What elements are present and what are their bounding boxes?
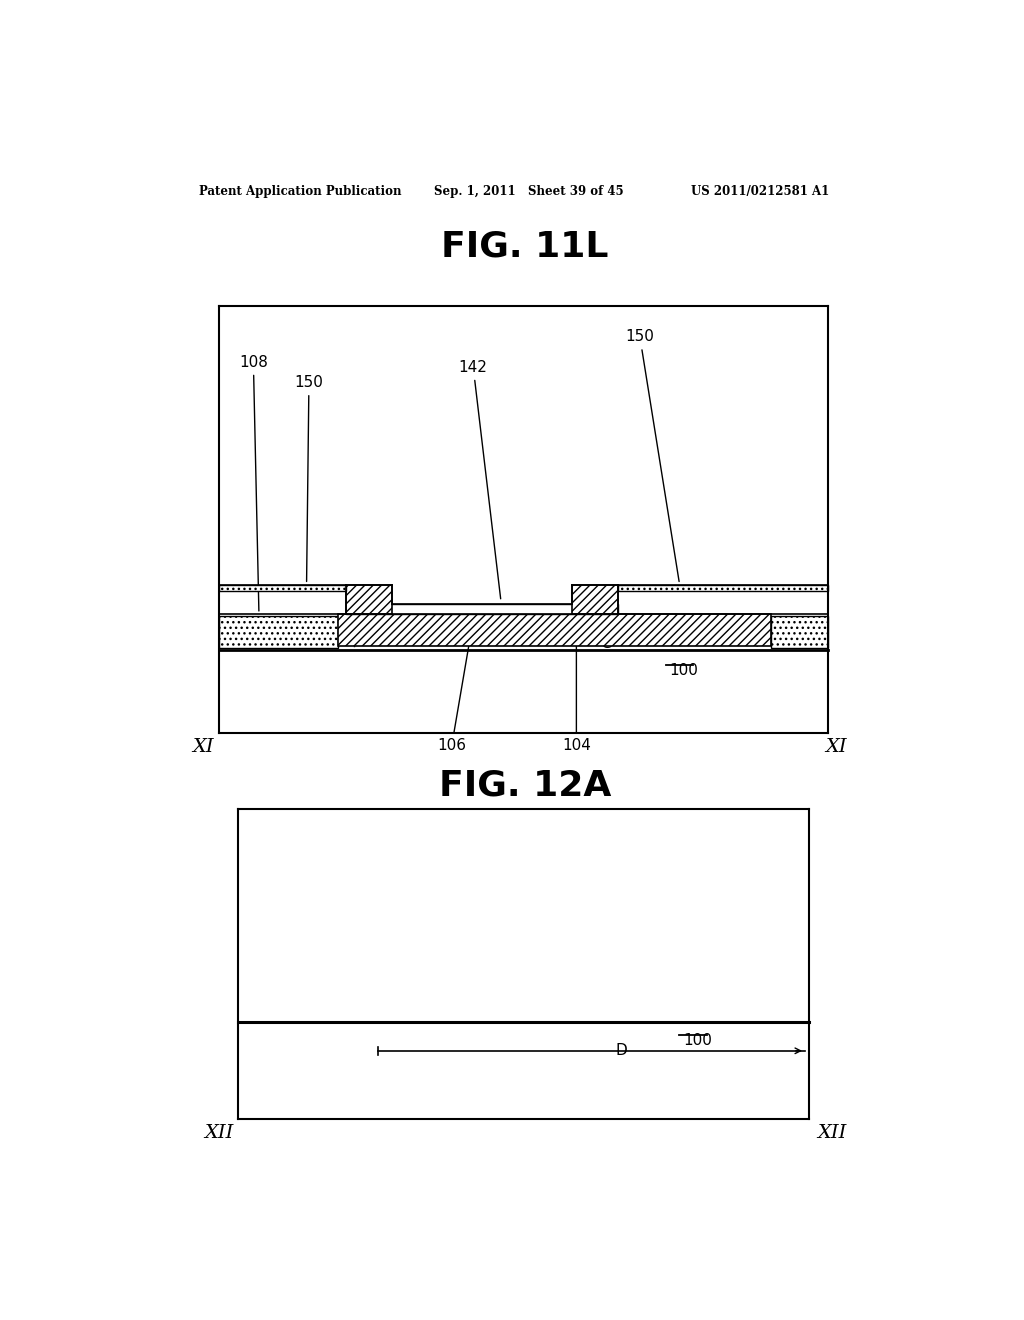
- Text: 104: 104: [562, 639, 591, 752]
- Text: Patent Application Publication: Patent Application Publication: [200, 185, 402, 198]
- Text: 100: 100: [670, 663, 698, 677]
- Text: FIG. 12A: FIG. 12A: [438, 768, 611, 803]
- Text: 100: 100: [684, 1032, 713, 1048]
- Text: XI: XI: [825, 738, 847, 756]
- Bar: [618, 585, 828, 591]
- Bar: [346, 585, 392, 614]
- Text: 106: 106: [437, 623, 473, 752]
- Bar: [346, 603, 618, 614]
- Text: XII: XII: [817, 1125, 847, 1142]
- Text: US 2011/0212581 A1: US 2011/0212581 A1: [691, 185, 829, 198]
- Bar: [338, 614, 771, 647]
- Bar: [771, 615, 828, 648]
- Text: 150: 150: [626, 330, 679, 582]
- Text: XI: XI: [193, 738, 214, 756]
- Text: 108: 108: [239, 355, 268, 611]
- Text: XII: XII: [205, 1125, 233, 1142]
- Text: D: D: [615, 1043, 627, 1059]
- Bar: [219, 585, 346, 591]
- Bar: [572, 585, 618, 614]
- Text: G: G: [600, 636, 612, 651]
- Text: FIG. 11L: FIG. 11L: [441, 230, 608, 264]
- Bar: [219, 615, 338, 648]
- Text: 142: 142: [459, 360, 501, 599]
- Text: 150: 150: [295, 375, 324, 582]
- Text: Sep. 1, 2011   Sheet 39 of 45: Sep. 1, 2011 Sheet 39 of 45: [433, 185, 624, 198]
